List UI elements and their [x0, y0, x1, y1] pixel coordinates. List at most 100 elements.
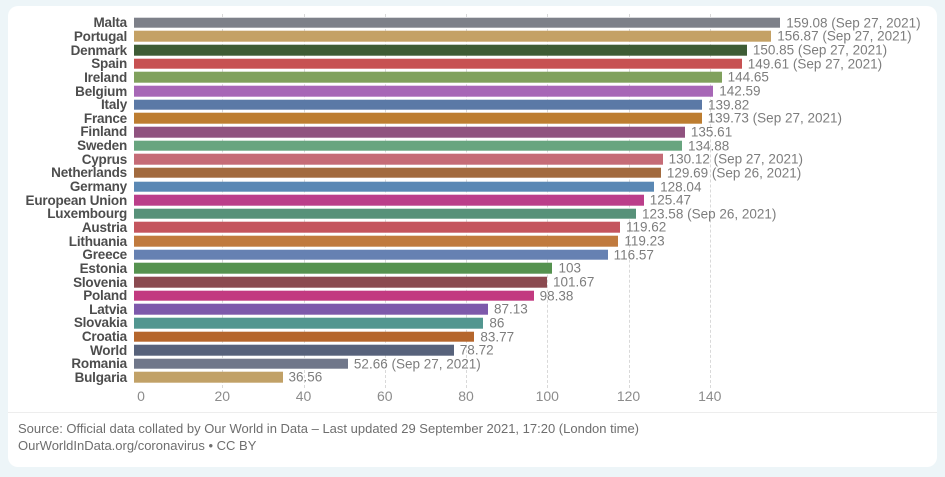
x-axis-tick-label: 20	[214, 388, 231, 405]
bar[interactable]	[134, 31, 772, 42]
value-label: 98.38	[539, 288, 574, 304]
bar-track: 144.65	[134, 69, 784, 85]
country-label: Netherlands	[51, 165, 127, 181]
value-label: 78.72	[459, 342, 494, 358]
value-label: 139.82	[708, 97, 750, 113]
bar-track: 52.66 (Sep 27, 2021)	[134, 356, 784, 372]
bar[interactable]	[134, 58, 742, 70]
value-label: 156.87 (Sep 27, 2021)	[777, 28, 912, 44]
bar-track: 116.57	[134, 247, 784, 263]
bar-track: 86	[134, 315, 784, 331]
bar[interactable]	[134, 181, 655, 192]
bar[interactable]	[134, 126, 685, 138]
bar[interactable]	[134, 290, 534, 301]
bar-row: Netherlands 129.69 (Sep 26, 2021)	[8, 165, 937, 181]
x-axis-tick-label: 80	[458, 388, 474, 405]
bar-row: Sweden 134.88	[8, 138, 937, 154]
country-label: Estonia	[79, 260, 128, 276]
country-label: Slovenia	[73, 274, 127, 290]
bar-row: Cyprus 130.12 (Sep 27, 2021)	[8, 151, 937, 167]
country-label: Lithuania	[68, 233, 127, 249]
bar[interactable]	[134, 167, 661, 179]
bar[interactable]	[134, 44, 747, 56]
value-label: 159.08 (Sep 27, 2021)	[786, 15, 921, 31]
bar[interactable]	[134, 303, 488, 315]
bar[interactable]	[134, 263, 553, 274]
bar[interactable]	[134, 194, 644, 206]
gridline	[709, 14, 711, 388]
bar[interactable]	[134, 235, 619, 247]
bar[interactable]	[134, 153, 663, 165]
bar-row: Germany 128.04	[8, 179, 937, 195]
country-label: Luxembourg	[47, 206, 127, 222]
country-label: Greece	[82, 247, 127, 263]
bar[interactable]	[134, 317, 484, 329]
bar[interactable]	[134, 140, 682, 151]
country-label: European Union	[25, 192, 128, 208]
bar-track: 119.23	[134, 234, 784, 249]
country-label: Germany	[69, 179, 127, 195]
value-label: 130.12 (Sep 27, 2021)	[668, 151, 803, 167]
bar-track: 87.13	[134, 302, 784, 317]
bar[interactable]	[134, 17, 781, 29]
bar-row: Latvia 87.13	[8, 302, 937, 317]
bar-track: 156.87 (Sep 27, 2021)	[134, 29, 912, 44]
value-label: 134.88	[687, 138, 730, 154]
bar-row: Luxembourg 123.58 (Sep 26, 2021)	[8, 206, 937, 222]
bar[interactable]	[134, 72, 722, 83]
bar-track: 150.85 (Sep 27, 2021)	[134, 43, 887, 58]
bar[interactable]	[134, 331, 475, 342]
country-label: Ireland	[84, 69, 127, 85]
country-label: Finland	[80, 124, 127, 140]
country-label: Malta	[93, 15, 127, 31]
country-label: Spain	[91, 56, 127, 72]
bar[interactable]	[134, 208, 637, 220]
bar-track: 135.61	[134, 124, 784, 139]
bar[interactable]	[134, 222, 620, 233]
bar-track: 129.69 (Sep 26, 2021)	[134, 165, 801, 180]
country-label: Italy	[100, 97, 127, 113]
bar-track: 149.61 (Sep 27, 2021)	[134, 56, 882, 71]
bar-row: Italy 139.82	[8, 97, 937, 113]
bar-track: 101.67	[134, 274, 784, 290]
bar[interactable]	[134, 344, 454, 356]
value-label: 116.57	[613, 247, 654, 263]
bar-track: 98.38	[134, 288, 784, 304]
chart-card: Malta 159.08 (Sep 27, 2021) Portugal 156.87…	[8, 6, 937, 467]
bar[interactable]	[134, 358, 348, 370]
bar-track: 125.47	[134, 193, 784, 208]
x-axis-tick-label: 60	[376, 388, 393, 405]
bar-row: Finland 135.61	[8, 124, 937, 140]
bar-track: 36.56	[134, 370, 784, 385]
bar-row: World 78.72	[8, 342, 937, 358]
bar[interactable]	[134, 113, 702, 124]
bar-track: 134.88	[134, 138, 784, 154]
value-label: 139.73 (Sep 27, 2021)	[707, 110, 842, 126]
bar[interactable]	[134, 99, 703, 110]
country-label: France	[83, 110, 127, 126]
chart-footer: Source: Official data collated by Our Wo…	[8, 412, 937, 454]
value-label: 144.65	[727, 69, 769, 85]
x-axis-tick-label: 120	[616, 388, 641, 405]
bar-track: 159.08 (Sep 27, 2021)	[134, 15, 921, 30]
country-label: Romania	[71, 356, 127, 372]
bar-track: 83.77	[134, 329, 784, 344]
value-label: 52.66 (Sep 27, 2021)	[353, 356, 481, 372]
bar[interactable]	[134, 85, 714, 97]
bar[interactable]	[134, 249, 608, 260]
value-label: 86	[489, 315, 505, 331]
country-label: Bulgaria	[74, 369, 128, 385]
country-label: Poland	[83, 288, 127, 304]
value-label: 101.67	[553, 274, 595, 290]
bar-track: 103	[134, 261, 784, 276]
country-label: Belgium	[75, 83, 127, 99]
bar-chart: Malta 159.08 (Sep 27, 2021) Portugal 156.87…	[8, 6, 937, 408]
bar-row: Greece 116.57	[8, 247, 937, 263]
value-label: 129.69 (Sep 26, 2021)	[666, 165, 802, 181]
bar-track: 78.72	[134, 342, 784, 358]
bar-row: Poland 98.38	[8, 288, 937, 304]
bar-row: Ireland 144.65	[8, 69, 937, 85]
bar[interactable]	[134, 372, 283, 383]
bar[interactable]	[134, 276, 548, 288]
bar-row: Lithuania 119.23	[8, 233, 937, 249]
